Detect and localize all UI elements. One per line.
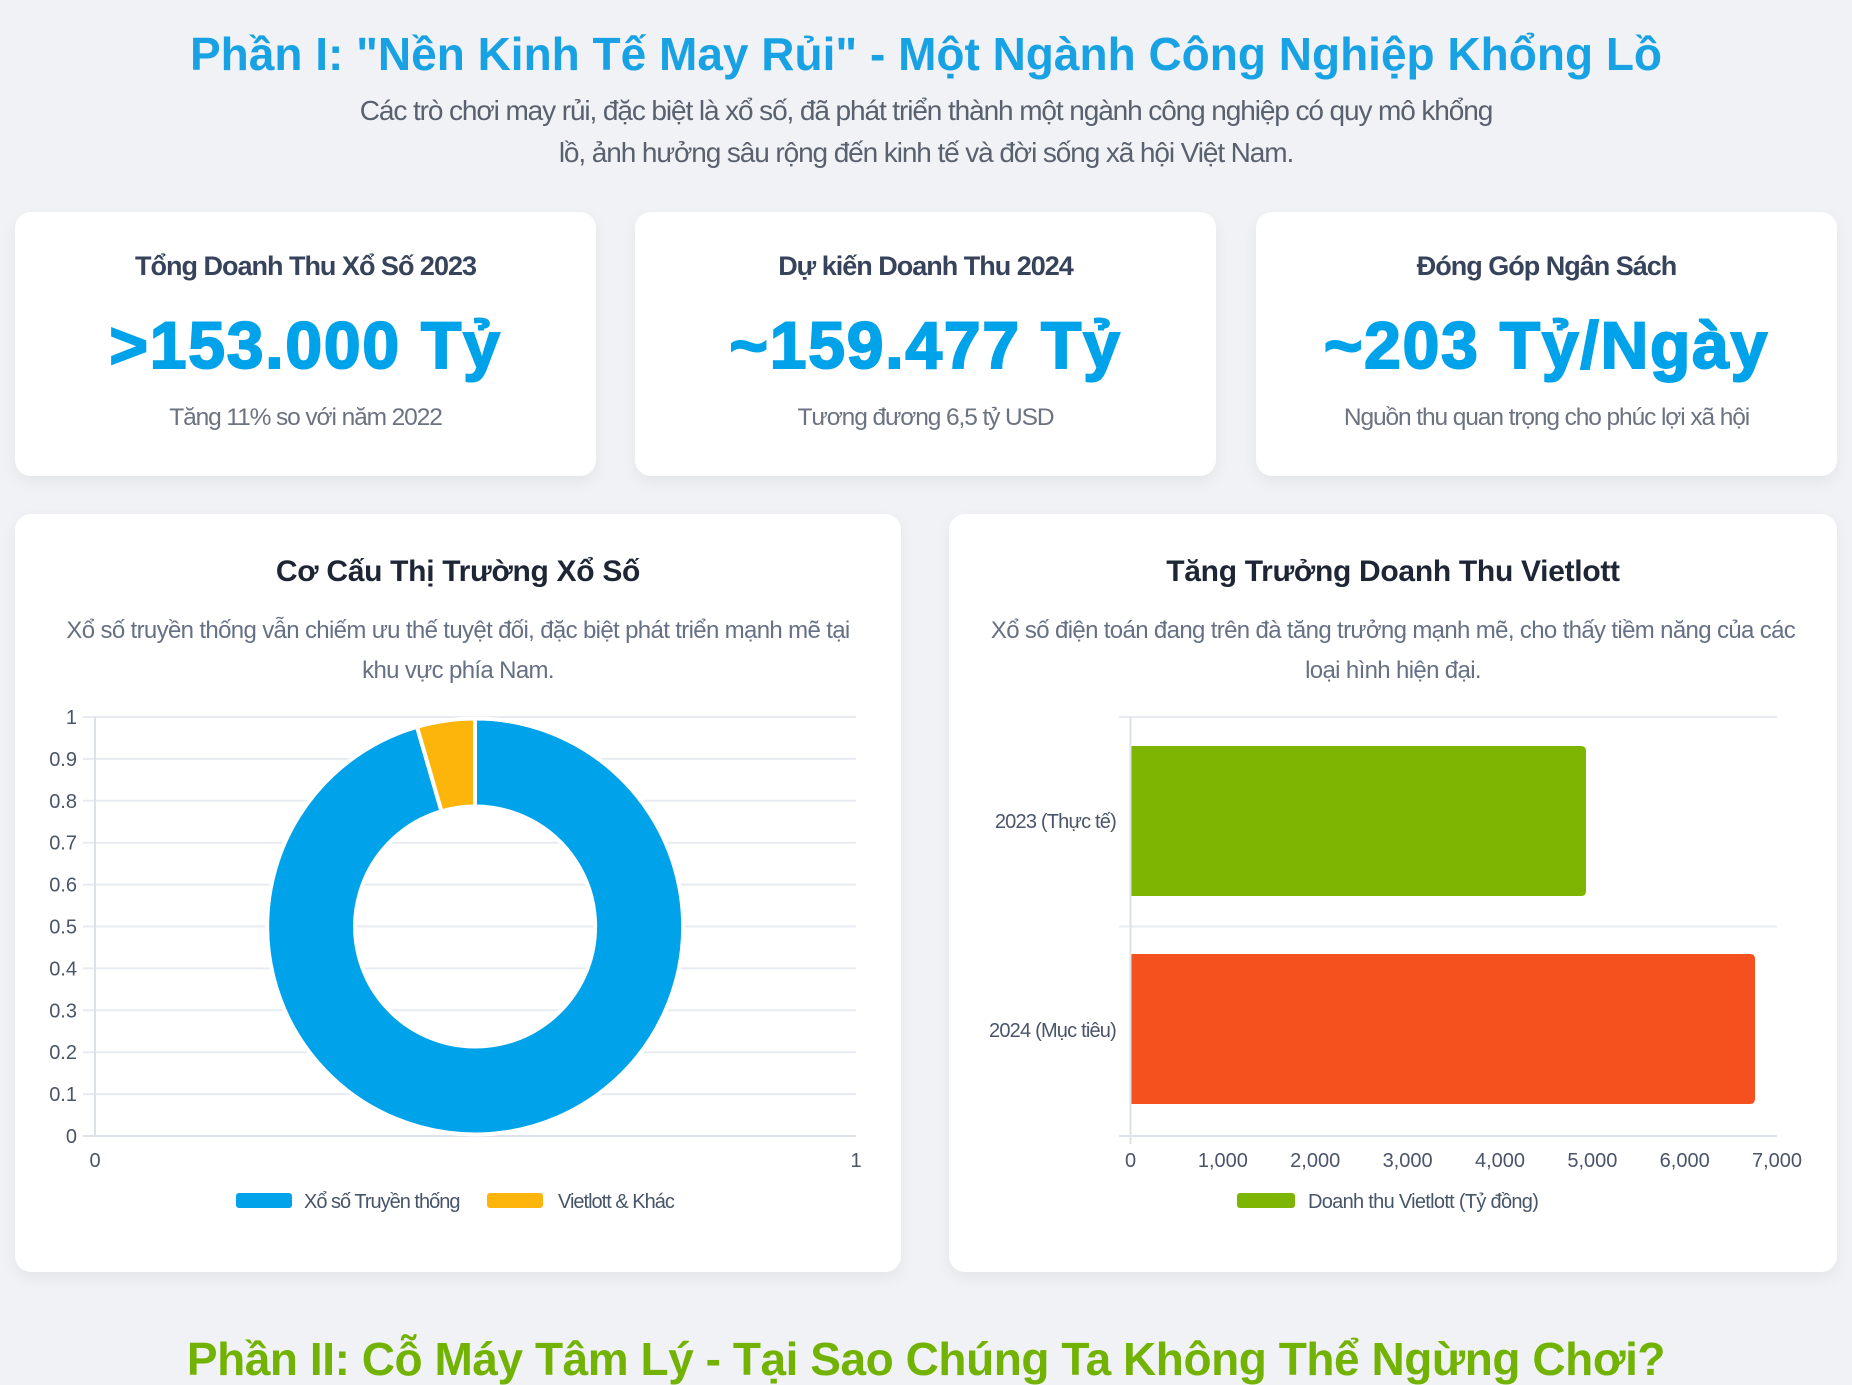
svg-text:5,000: 5,000 <box>1567 1150 1617 1172</box>
svg-text:3,000: 3,000 <box>1383 1150 1433 1172</box>
svg-text:1: 1 <box>66 707 77 729</box>
svg-text:0.5: 0.5 <box>49 917 77 939</box>
svg-text:4,000: 4,000 <box>1475 1150 1525 1172</box>
svg-text:0.3: 0.3 <box>49 1000 77 1022</box>
svg-text:0.7: 0.7 <box>49 833 77 855</box>
svg-text:1: 1 <box>850 1150 861 1172</box>
svg-text:2023 (Thực tế): 2023 (Thực tế) <box>995 811 1116 833</box>
svg-text:0.4: 0.4 <box>49 958 77 980</box>
svg-text:0: 0 <box>66 1126 77 1148</box>
svg-text:1,000: 1,000 <box>1198 1150 1248 1172</box>
svg-text:0.9: 0.9 <box>49 749 77 771</box>
svg-text:0.8: 0.8 <box>49 791 77 813</box>
svg-text:0.6: 0.6 <box>49 875 77 897</box>
svg-text:Doanh thu Vietlott (Tỷ đồng): Doanh thu Vietlott (Tỷ đồng) <box>1308 1191 1538 1213</box>
svg-text:Xổ số Truyền thống: Xổ số Truyền thống <box>304 1191 459 1213</box>
svg-text:6,000: 6,000 <box>1660 1150 1710 1172</box>
svg-text:7,000: 7,000 <box>1752 1150 1802 1172</box>
svg-text:Vietlott & Khác: Vietlott & Khác <box>558 1191 675 1213</box>
svg-text:0.2: 0.2 <box>49 1042 77 1064</box>
svg-text:0: 0 <box>1125 1150 1136 1172</box>
svg-text:2,000: 2,000 <box>1290 1150 1340 1172</box>
svg-text:0: 0 <box>89 1150 100 1172</box>
svg-text:0.1: 0.1 <box>49 1084 77 1106</box>
svg-text:2024 (Mục tiêu): 2024 (Mục tiêu) <box>989 1020 1116 1042</box>
